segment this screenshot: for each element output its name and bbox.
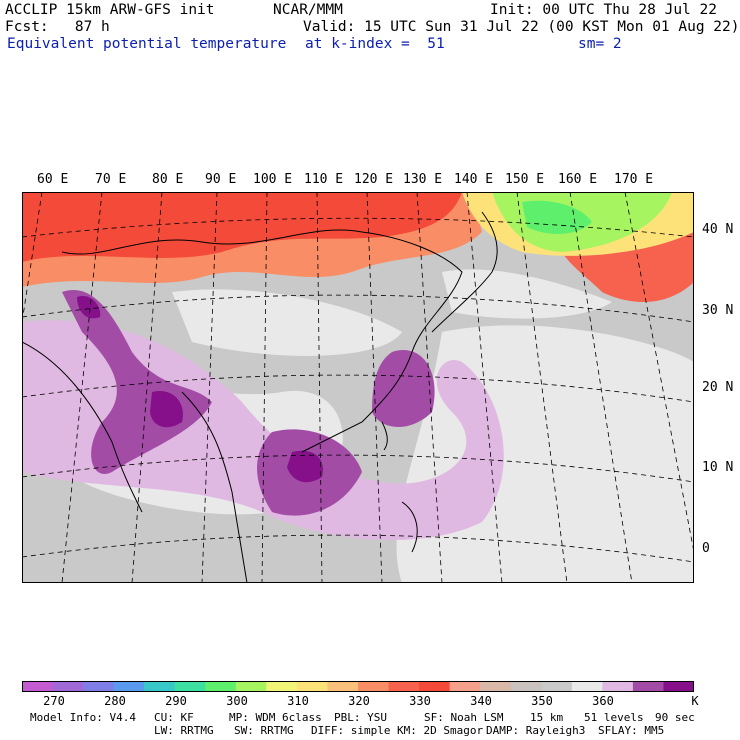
lon-label: 100 E (253, 172, 293, 187)
colorbar-segment (296, 681, 328, 692)
model-info-pbl: PBL: YSU (334, 711, 387, 724)
model-info-levels: 51 levels (584, 711, 644, 724)
colorbar-tick-label: 270 (43, 694, 65, 708)
colorbar (22, 681, 694, 692)
lat-label: 30 N (702, 303, 734, 318)
lon-label: 60 E (37, 172, 69, 187)
lon-label: 110 E (304, 172, 344, 187)
colorbar-segment (541, 681, 573, 692)
colorbar-frame (22, 681, 694, 692)
forecast-hour: Fcst: 87 h (5, 19, 110, 35)
colorbar-segment (358, 681, 390, 692)
valid-time: Valid: 15 UTC Sun 31 Jul 22 (00 KST Mon … (303, 19, 740, 35)
colorbar-segment (52, 681, 84, 692)
lat-label: 40 N (702, 222, 734, 237)
colorbar-segment (663, 681, 694, 692)
lon-label: 150 E (505, 172, 545, 187)
lon-label: 80 E (152, 172, 184, 187)
model-info-diff: DIFF: simple (311, 724, 391, 737)
model-info-resolution: 15 km (530, 711, 564, 724)
model-info-lw: LW: RRTMG (154, 724, 214, 737)
colorbar-segment (510, 681, 542, 692)
lon-label: 130 E (403, 172, 443, 187)
colorbar-tick-label: 280 (104, 694, 126, 708)
colorbar-tick-label: 320 (348, 694, 370, 708)
colorbar-segment (266, 681, 298, 692)
model-info-km: KM: 2D Smagor (397, 724, 484, 737)
colorbar-segment (571, 681, 603, 692)
colorbar-tick-label: 300 (226, 694, 248, 708)
colorbar-tick-label: 340 (470, 694, 492, 708)
colorbar-segment (113, 681, 145, 692)
colorbar-tick-label: 290 (165, 694, 187, 708)
colorbar-segment (602, 681, 634, 692)
colorbar-segment (205, 681, 237, 692)
colorbar-segment (83, 681, 115, 692)
warm-northern-band (22, 192, 694, 302)
colorbar-tick-label: 360 (592, 694, 614, 708)
model-info-cu: CU: KF (154, 711, 194, 724)
colorbar-tick-label: 330 (409, 694, 431, 708)
init-time: Init: 00 UTC Thu 28 Jul 22 (490, 2, 717, 18)
model-info-damp: DAMP: Rayleigh3 (486, 724, 586, 737)
colorbar-segment (388, 681, 420, 692)
model-title: ACCLIP 15km ARW-GFS init (5, 2, 215, 18)
colorbar-segment (174, 681, 206, 692)
lat-label: 20 N (702, 380, 734, 395)
lon-label: 120 E (354, 172, 394, 187)
field-name: Equivalent potential temperature (7, 36, 287, 52)
lon-label: 70 E (95, 172, 127, 187)
colorbar-segment (144, 681, 176, 692)
model-info-sw: SW: RRTMG (234, 724, 294, 737)
lon-label: 140 E (454, 172, 494, 187)
model-info-timestep: 90 sec (655, 711, 695, 724)
map-frame (22, 192, 694, 583)
model-info-sflay: SFLAY: MM5 (598, 724, 665, 737)
lon-label: 170 E (614, 172, 654, 187)
colorbar-unit: K (691, 694, 699, 708)
map-panel (22, 192, 694, 583)
smoothing-label: sm= 2 (578, 36, 622, 52)
colorbar-tick-label: 350 (531, 694, 553, 708)
model-info-sf: SF: Noah LSM (424, 711, 504, 724)
colorbar-segment (449, 681, 481, 692)
lon-label: 160 E (558, 172, 598, 187)
coastlines (22, 211, 498, 583)
colorbar-segment (632, 681, 664, 692)
lat-label: 10 N (702, 460, 734, 475)
lat-label: 0 (702, 541, 710, 556)
level-label: at k-index = 51 (305, 36, 445, 52)
colorbar-segment (480, 681, 512, 692)
high-theta-e-regions (22, 290, 504, 541)
colorbar-tick-label: 310 (287, 694, 309, 708)
model-info-mp: MP: WDM 6class (229, 711, 322, 724)
colorbar-segment (22, 681, 54, 692)
model-info-version: Model Info: V4.4 (30, 711, 136, 724)
lon-label: 90 E (205, 172, 237, 187)
colorbar-segment (327, 681, 359, 692)
graticule (22, 192, 694, 583)
colorbar-segment (419, 681, 451, 692)
colorbar-segment (235, 681, 267, 692)
institution-label: NCAR/MMM (273, 2, 343, 18)
